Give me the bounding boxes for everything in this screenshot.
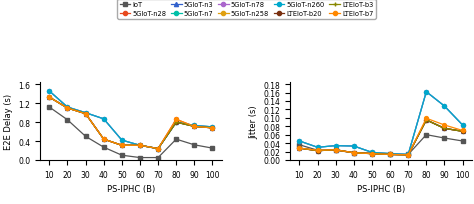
Y-axis label: E2E Delay (s): E2E Delay (s)	[4, 93, 13, 149]
Legend: IoT, 5GIoT-n28, 5GIoT-n3, 5GIoT-n7, 5GIoT-n78, 5GIoT-n258, 5GIoT-n260, LTEIoT-b2: IoT, 5GIoT-n28, 5GIoT-n3, 5GIoT-n7, 5GIo…	[118, 0, 375, 20]
X-axis label: PS-IPHC (B): PS-IPHC (B)	[107, 184, 155, 193]
Y-axis label: Jitter (s): Jitter (s)	[249, 105, 258, 138]
X-axis label: PS-IPHC (B): PS-IPHC (B)	[357, 184, 405, 193]
